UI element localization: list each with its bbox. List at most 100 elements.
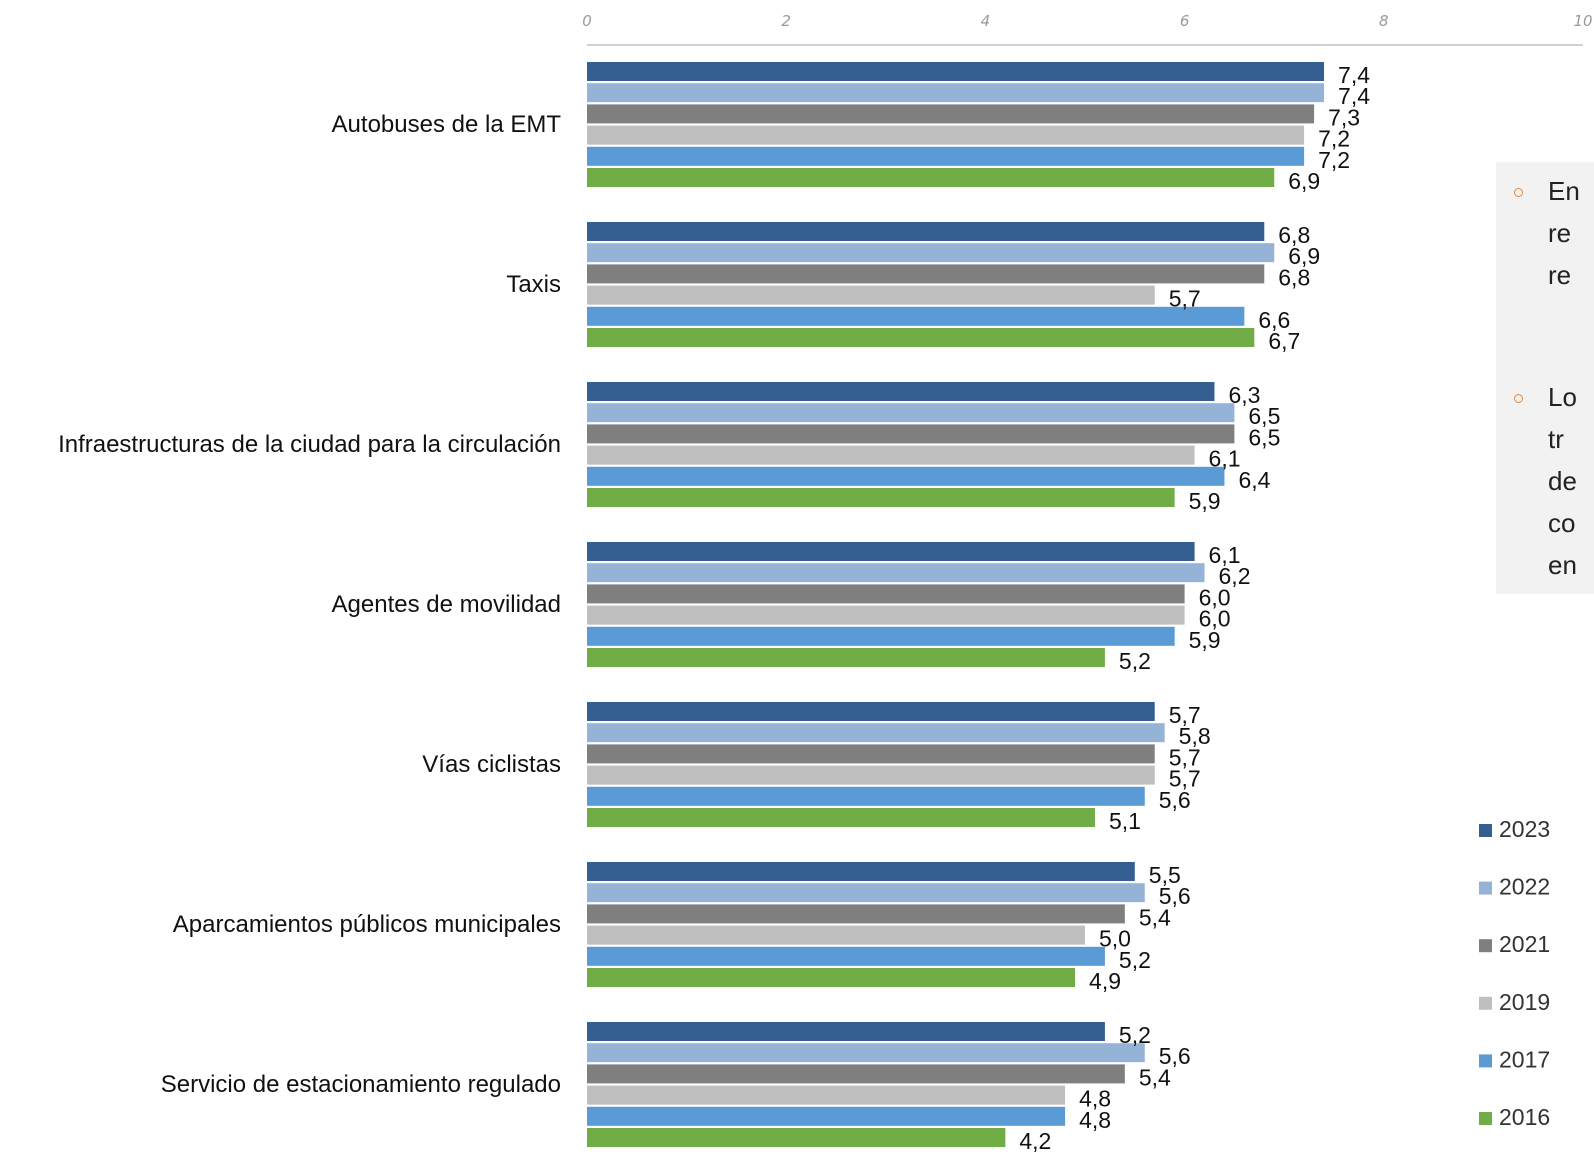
bar-2023 <box>587 1022 1105 1041</box>
bar-2021 <box>587 584 1185 604</box>
data-label: 6,7 <box>1268 328 1300 354</box>
legend-label: 2016 <box>1499 1104 1550 1130</box>
bar-2016 <box>587 1128 1006 1147</box>
data-label: 5,7 <box>1169 702 1201 728</box>
data-label: 6,5 <box>1248 424 1280 450</box>
bar-2016 <box>587 648 1105 667</box>
note-line: re <box>1548 218 1572 248</box>
category-label: Taxis <box>506 271 561 298</box>
note-line: en <box>1548 550 1577 580</box>
data-label: 5,9 <box>1189 488 1221 514</box>
bar-2021 <box>587 104 1315 124</box>
data-label: 4,2 <box>1019 1128 1051 1154</box>
bar-2021 <box>587 264 1265 284</box>
bars <box>587 62 1325 1147</box>
x-tick-label: 10 <box>1573 12 1592 30</box>
x-axis-ticks: 0 2 4 6 8 10 <box>582 12 1592 30</box>
data-label: 7,3 <box>1328 104 1360 130</box>
data-label: 5,6 <box>1159 787 1191 813</box>
bar-2019 <box>587 125 1305 145</box>
data-label: 5,2 <box>1119 947 1151 973</box>
data-label: 6,3 <box>1228 382 1260 408</box>
data-label: 5,7 <box>1169 286 1201 312</box>
bar-2016 <box>587 808 1095 827</box>
category-label: Aparcamientos públicos municipales <box>173 911 561 938</box>
note-panel: En re re Lo tr de co en <box>1496 162 1594 594</box>
bar-2022 <box>587 883 1145 903</box>
bar-2022 <box>587 723 1165 743</box>
legend-swatch-2021 <box>1479 939 1492 953</box>
note-line: de <box>1548 466 1577 496</box>
bar-2019 <box>587 445 1195 465</box>
x-tick-label: 8 <box>1379 12 1389 30</box>
bar-2023 <box>587 862 1135 881</box>
data-label: 5,2 <box>1119 648 1151 674</box>
bar-2023 <box>587 62 1325 81</box>
data-label: 5,2 <box>1119 1022 1151 1048</box>
category-label: Infraestructuras de la ciudad para la ci… <box>58 431 561 458</box>
bar-2017 <box>587 626 1175 646</box>
data-label: 5,4 <box>1139 1064 1171 1090</box>
legend-label: 2022 <box>1499 874 1550 900</box>
data-label: 5,1 <box>1109 808 1141 834</box>
data-label: 6,5 <box>1248 403 1280 429</box>
note-line: tr <box>1548 424 1564 454</box>
x-tick-label: 0 <box>582 12 592 30</box>
data-label: 7,2 <box>1318 147 1350 173</box>
data-labels: 7,47,47,37,27,26,96,86,96,85,76,66,76,36… <box>1019 62 1370 1154</box>
note-line: En <box>1548 176 1580 206</box>
data-label: 4,8 <box>1079 1086 1111 1112</box>
data-label: 5,4 <box>1139 904 1171 930</box>
bar-2023 <box>587 542 1195 561</box>
bar-2022 <box>587 563 1205 583</box>
bar-2021 <box>587 904 1125 924</box>
legend-swatch-2023 <box>1479 824 1492 837</box>
bar-2019 <box>587 765 1155 785</box>
legend-label: 2023 <box>1499 816 1550 842</box>
data-label: 6,6 <box>1258 307 1290 333</box>
category-labels: Autobuses de la EMT Taxis Infraestructuras… <box>58 111 561 1098</box>
bar-2019 <box>587 1085 1066 1105</box>
data-label: 6,8 <box>1278 222 1310 248</box>
data-label: 5,0 <box>1099 926 1131 952</box>
data-label: 5,8 <box>1179 723 1211 749</box>
x-tick-label: 6 <box>1180 12 1190 30</box>
bar-2017 <box>587 146 1305 166</box>
legend-label: 2019 <box>1499 989 1550 1015</box>
bar-2021 <box>587 744 1155 764</box>
note-line: re <box>1548 260 1572 290</box>
legend: 2023 2022 2021 2019 2017 2016 <box>1479 816 1550 1130</box>
bar-2023 <box>587 222 1265 241</box>
data-label: 4,8 <box>1079 1107 1111 1133</box>
data-label: 6,9 <box>1288 243 1320 269</box>
bar-2016 <box>587 168 1275 187</box>
data-label: 6,2 <box>1219 563 1251 589</box>
data-label: 7,4 <box>1338 62 1370 88</box>
x-tick-label: 2 <box>781 12 791 30</box>
x-tick-label: 4 <box>981 12 991 30</box>
bar-2023 <box>587 382 1215 401</box>
data-label: 6,1 <box>1209 542 1241 568</box>
bar-2022 <box>587 1043 1145 1063</box>
bar-2017 <box>587 466 1225 486</box>
data-label: 7,4 <box>1338 83 1370 109</box>
bar-2016 <box>587 328 1255 347</box>
bar-2017 <box>587 946 1105 966</box>
note-line: Lo <box>1548 382 1577 412</box>
data-label: 5,7 <box>1169 744 1201 770</box>
bullet-icon <box>1514 188 1523 197</box>
data-label: 5,9 <box>1189 627 1221 653</box>
legend-label: 2021 <box>1499 931 1550 957</box>
bar-2022 <box>587 243 1275 263</box>
bar-2021 <box>587 1064 1125 1084</box>
data-label: 6,1 <box>1209 446 1241 472</box>
bar-2019 <box>587 285 1155 305</box>
note-line: co <box>1548 508 1576 538</box>
data-label: 6,9 <box>1288 168 1320 194</box>
bar-2022 <box>587 403 1235 423</box>
category-label: Agentes de movilidad <box>332 591 561 618</box>
legend-swatch-2022 <box>1479 881 1492 895</box>
data-label: 6,0 <box>1199 606 1231 632</box>
bar-2019 <box>587 925 1085 945</box>
